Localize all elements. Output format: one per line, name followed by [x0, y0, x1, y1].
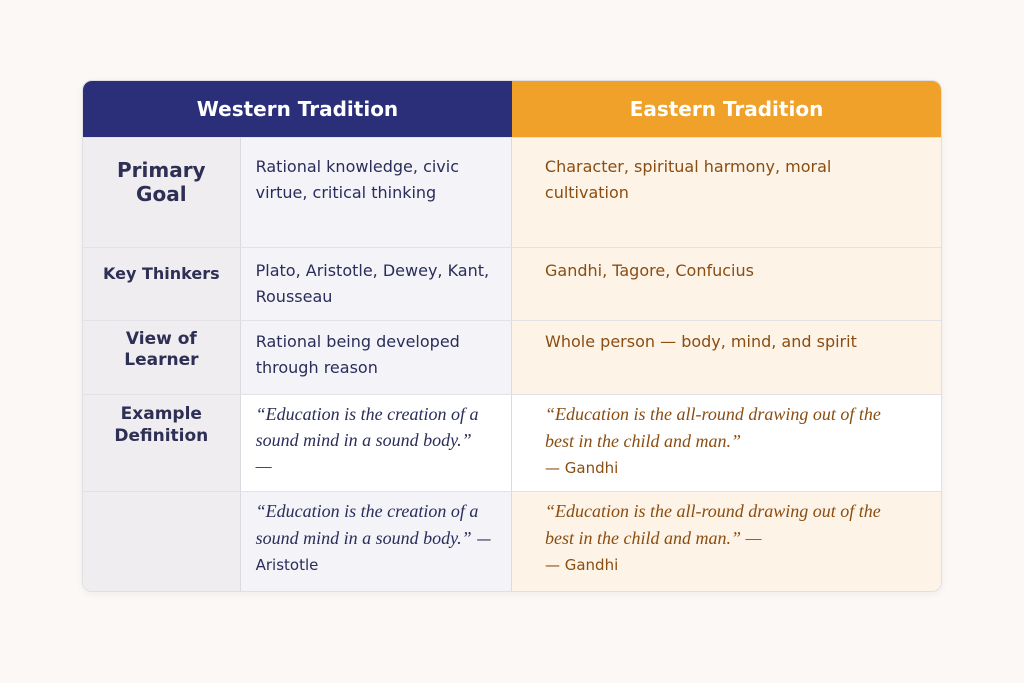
eastern-quote: “Education is the all-round drawing out … [544, 501, 881, 548]
eastern-cell: Character, spiritual harmony, moral cult… [511, 138, 941, 247]
table-row: Primary Goal Rational knowledge, civic v… [83, 137, 941, 247]
eastern-attribution: — Gandhi [545, 459, 619, 477]
table-row: “Education is the creation of a sound mi… [83, 491, 941, 591]
eastern-header: Eastern Tradition [512, 81, 941, 137]
row-label: View of Learner [83, 321, 241, 394]
western-cell: Rational being developed through reason [240, 321, 513, 394]
table-row: Key Thinkers Plato, Aristotle, Dewey, Ka… [83, 247, 941, 320]
western-header: Western Tradition [83, 81, 512, 137]
eastern-attribution: — Gandhi [544, 556, 619, 574]
row-label: Primary Goal [83, 138, 241, 247]
table-header: Western Tradition Eastern Tradition [83, 81, 941, 137]
western-attribution: — Aristotle [255, 530, 492, 574]
western-quote: “Education is the creation of a sound mi… [255, 501, 479, 548]
table-row: Example Definition “Education is the cre… [83, 394, 941, 491]
western-cell: Rational knowledge, civic virtue, critic… [240, 138, 512, 247]
table-row: View of Learner Rational being developed… [83, 320, 941, 394]
row-label: Example Definition [83, 395, 241, 491]
row-label: Key Thinkers [83, 248, 241, 320]
comparison-table: Western Tradition Eastern Tradition Prim… [82, 80, 942, 592]
eastern-cell: Gandhi, Tagore, Confucius [511, 248, 941, 320]
western-cell: Plato, Aristotle, Dewey, Kant, Rousseau [240, 248, 512, 320]
eastern-quote: “Education is the all-round drawing out … [545, 404, 881, 451]
western-quote: “Education is the creation of a sound mi… [240, 395, 513, 491]
eastern-cell: Whole person — body, mind, and spirit [512, 321, 941, 394]
row-label [83, 492, 241, 591]
